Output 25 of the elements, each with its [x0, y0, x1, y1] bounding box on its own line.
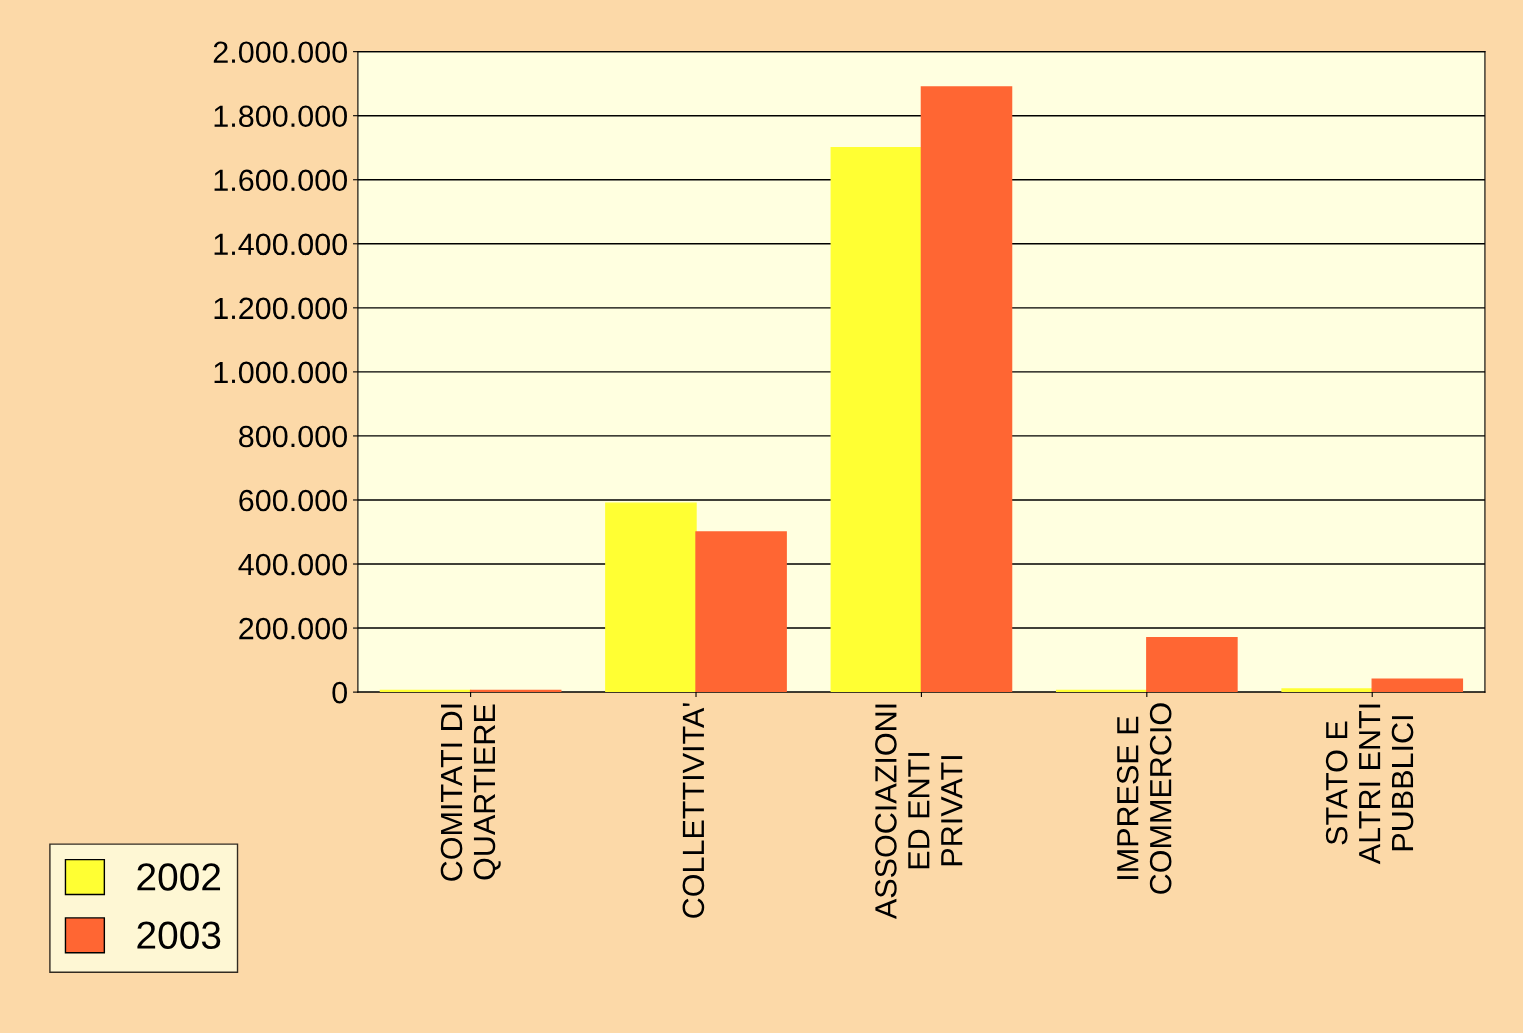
y-tick-label: 200.000	[239, 617, 347, 640]
y-tick-label: 2.000.000	[213, 41, 347, 64]
y-tick-label: 1.600.000	[214, 169, 347, 192]
y-tick-label: 1.400.000	[214, 233, 347, 256]
y-tick-label: 1.800.000	[214, 105, 347, 128]
x-tick-label: COLLETTIVITA'	[682, 703, 705, 918]
bar	[920, 86, 1013, 693]
x-tick-label: STATO E ALTRI ENTI PUBBLICI	[1325, 704, 1414, 865]
y-tick-label: 0	[332, 681, 347, 704]
x-tick-label: IMPRESE E COMMERCIO	[1116, 703, 1172, 894]
bar	[830, 147, 923, 693]
y-tick-label: 600.000	[239, 489, 347, 512]
y-tick-label: 400.000	[238, 553, 347, 576]
y-tick-label: 800.000	[239, 425, 347, 448]
y-tick-label: 1.200.000	[214, 297, 347, 320]
bar	[1371, 678, 1464, 693]
bar	[1146, 636, 1238, 693]
y-tick-label: 1.000.000	[214, 361, 347, 384]
x-tick-label: ASSOCIAZIONI ED ENTI PRIVATI	[875, 704, 963, 920]
legend-label: 2002	[137, 863, 221, 891]
x-tick-label: COMITATI DI QUARTIERE	[440, 704, 501, 881]
bar	[1281, 688, 1373, 693]
bar	[695, 531, 787, 693]
legend-label: 2003	[137, 921, 221, 949]
bar	[605, 502, 697, 693]
